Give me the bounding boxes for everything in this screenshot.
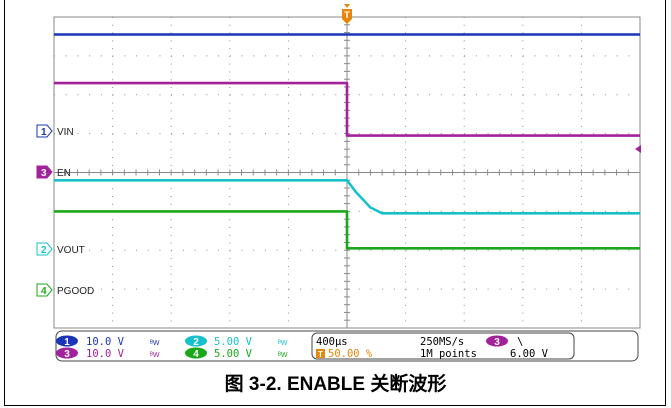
- channel-1-label: VIN: [57, 127, 74, 138]
- trigger-position-badge-label: T: [318, 350, 323, 359]
- channel-4-ground-marker[interactable]: [36, 283, 53, 297]
- status-ch3-bandwidth-limit: ᴮW: [150, 352, 160, 359]
- figure-caption: 图 3-2. ENABLE 关断波形: [224, 374, 447, 395]
- record-length: 1M points: [420, 348, 477, 360]
- status-ch4-bandwidth-limit: ᴮW: [278, 352, 288, 359]
- status-ch4-badge[interactable]: [185, 347, 207, 359]
- status-ch1-bandwidth-limit: ᴮW: [150, 340, 160, 347]
- status-ch3-scale: 10.0 V: [86, 348, 125, 360]
- waveform-vout: [54, 179, 640, 215]
- timebase: 400µs: [316, 336, 348, 348]
- trigger-position-label: T: [344, 10, 350, 20]
- channel-4-number: 4: [41, 286, 47, 297]
- trigger-position: 50.00 %: [328, 348, 373, 360]
- status-ch4-scale: 5.00 V: [214, 348, 253, 360]
- channel-3-ground-marker[interactable]: [36, 165, 53, 179]
- channel-2-ground-marker[interactable]: [36, 242, 53, 256]
- status-ch1-scale: 10.0 V: [86, 336, 125, 348]
- trigger-source-badge[interactable]: [486, 335, 508, 347]
- channel-1-ground-marker[interactable]: [36, 124, 53, 138]
- channel-2-label: VOUT: [57, 245, 85, 256]
- channel-1-number: 1: [41, 127, 47, 138]
- status-ch1-badge[interactable]: [56, 335, 78, 347]
- status-ch1-badge-label: 1: [64, 337, 70, 348]
- trigger-level-marker: [635, 145, 641, 153]
- trigger-slope-icon: \: [517, 336, 523, 348]
- trigger-position-marker: [342, 9, 352, 24]
- status-ch3-badge-label: 3: [64, 349, 70, 360]
- trigger-level: 6.00 V: [510, 348, 549, 360]
- status-ch2-badge-label: 2: [193, 337, 199, 348]
- figure-frame: [4, 0, 666, 406]
- sample-rate: 250MS/s: [420, 336, 464, 348]
- channel-2-number: 2: [41, 245, 47, 256]
- trigger-position-icon: [344, 4, 350, 8]
- waveform-pgood: [54, 210, 640, 250]
- channel-3-label: EN: [57, 168, 71, 179]
- status-ch3-badge[interactable]: [56, 347, 78, 359]
- trigger-position-badge: [316, 349, 325, 358]
- trigger-source-badge-label: 3: [494, 337, 500, 348]
- status-ch2-badge[interactable]: [185, 335, 207, 347]
- channel-4-label: PGOOD: [57, 286, 94, 297]
- status-ch2-bandwidth-limit: ᴮW: [278, 340, 288, 347]
- waveform-en: [54, 81, 640, 137]
- status-ch4-badge-label: 4: [193, 349, 199, 360]
- status-ch2-scale: 5.00 V: [214, 336, 253, 348]
- acquisition-panel: [311, 332, 575, 360]
- channel-3-number: 3: [41, 168, 47, 179]
